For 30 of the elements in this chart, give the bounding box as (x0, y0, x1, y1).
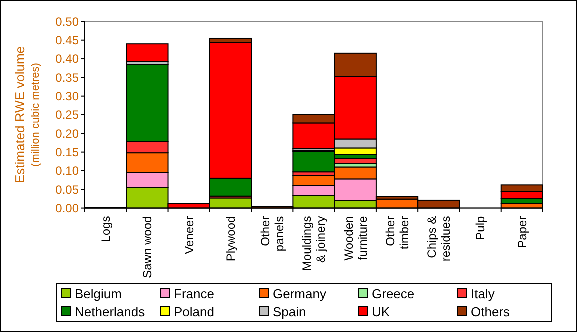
y-tick-label: 0.10 (56, 164, 80, 178)
legend-label: Greece (372, 286, 415, 302)
y-tick-label: 0.30 (56, 90, 80, 104)
x-tick-label: Pulp (474, 216, 488, 240)
x-tick-label: Paper (515, 216, 530, 248)
legend-label: Netherlands (75, 304, 146, 320)
y-tick-label: 0.25 (56, 108, 80, 122)
y-tick-label: 0.05 (56, 182, 80, 197)
y-tick-label: 0.00 (56, 202, 80, 216)
y-tick-label: 0.50 (56, 14, 80, 29)
y-tick-label: 0.20 (56, 126, 80, 141)
y-axis-title: Estimated RWE volume (million cubic metres) (12, 46, 42, 184)
legend-label: Poland (174, 304, 214, 320)
y-tick-label: 0.35 (56, 70, 80, 85)
legend-label: UK (372, 304, 390, 320)
legend-label: Germany (273, 286, 327, 302)
y-tick-label: 0.15 (56, 146, 80, 160)
y-tick-label: 0.40 (56, 52, 80, 66)
x-tick-label: Veneer (182, 216, 196, 254)
x-tick-label: Wooden furniture (342, 216, 370, 261)
legend-label: Belgium (75, 286, 122, 302)
legend-label: Others (471, 304, 511, 320)
legend-label: Spain (273, 304, 306, 320)
x-tick-label: Other panels (258, 216, 287, 252)
legend-label: Italy (471, 286, 496, 302)
y-tick-label: 0.45 (56, 34, 80, 48)
x-tick-label: Sawn wood (140, 216, 155, 278)
x-tick-label: Logs (99, 216, 114, 242)
x-tick-label: Plywood (224, 216, 238, 262)
legend-label: France (174, 286, 214, 302)
